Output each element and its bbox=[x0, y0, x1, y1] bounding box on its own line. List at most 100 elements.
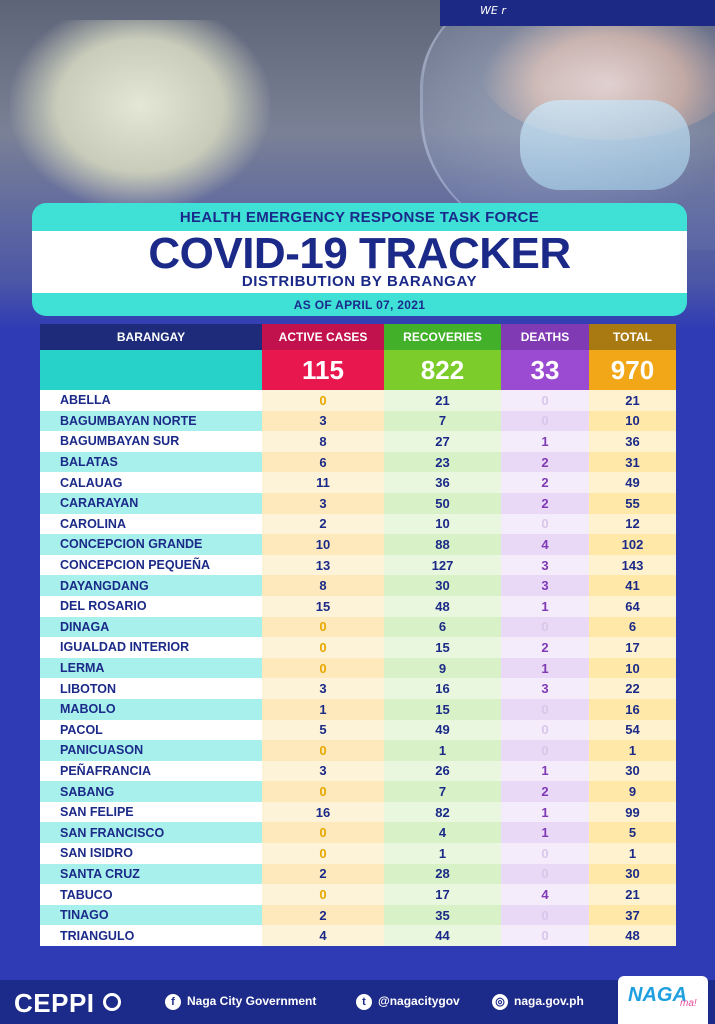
total-cell: 1 bbox=[589, 740, 676, 761]
total-cell: 12 bbox=[589, 513, 676, 535]
active-cases-cell: 13 bbox=[262, 554, 384, 576]
total-cases: 970 bbox=[589, 350, 676, 390]
table-row: DINAGA 0 6 0 6 bbox=[40, 616, 676, 638]
barangay-name-cell: SAN FELIPE bbox=[40, 801, 262, 823]
total-cell: 143 bbox=[589, 554, 676, 576]
barangay-name-cell: CONCEPCION GRANDE bbox=[40, 534, 262, 555]
active-cases-cell: 0 bbox=[262, 843, 384, 864]
recoveries-cell: 4 bbox=[384, 822, 501, 844]
barangay-name-cell: CARARAYAN bbox=[40, 492, 262, 514]
barangay-name-cell: BAGUMBAYAN SUR bbox=[40, 431, 262, 452]
barangay-name-cell: TINAGO bbox=[40, 904, 262, 926]
active-cases-cell: 3 bbox=[262, 678, 384, 699]
total-cell: 36 bbox=[589, 431, 676, 452]
headband: WE r bbox=[440, 0, 715, 26]
column-header-barangay: BARANGAY bbox=[40, 324, 262, 350]
ceppio-seal-icon bbox=[103, 993, 121, 1011]
total-cell: 49 bbox=[589, 472, 676, 493]
website-link[interactable]: naga.gov.ph bbox=[514, 994, 584, 1008]
barangay-name-cell: LIBOTON bbox=[40, 678, 262, 699]
deaths-cell: 4 bbox=[501, 534, 589, 555]
headband-text: WE r bbox=[480, 4, 506, 17]
recoveries-cell: 1 bbox=[384, 740, 501, 761]
barangay-name-cell: DINAGA bbox=[40, 616, 262, 638]
deaths-cell: 1 bbox=[501, 801, 589, 823]
total-cell: 21 bbox=[589, 390, 676, 411]
table-row: CONCEPCION GRANDE 10 88 4 102 bbox=[40, 534, 676, 555]
table-row: BALATAS 6 23 2 31 bbox=[40, 451, 676, 473]
facebook-link[interactable]: Naga City Government bbox=[187, 994, 317, 1008]
table-row: CONCEPCION PEQUEÑA 13 127 3 143 bbox=[40, 554, 676, 576]
recoveries-cell: 7 bbox=[384, 781, 501, 802]
table-row: PACOL 5 49 0 54 bbox=[40, 719, 676, 741]
active-cases-cell: 8 bbox=[262, 431, 384, 452]
recoveries-cell: 7 bbox=[384, 410, 501, 432]
recoveries-cell: 1 bbox=[384, 843, 501, 864]
table-row: PEÑAFRANCIA 3 26 1 30 bbox=[40, 760, 676, 782]
active-cases-cell: 15 bbox=[262, 595, 384, 617]
barangay-name-cell: DAYANGDANG bbox=[40, 575, 262, 596]
deaths-cell: 0 bbox=[501, 925, 589, 947]
column-header-active-cases: ACTIVE CASES bbox=[262, 324, 384, 350]
total-cell: 102 bbox=[589, 534, 676, 555]
active-cases-cell: 0 bbox=[262, 637, 384, 658]
total-cell: 17 bbox=[589, 637, 676, 658]
recoveries-cell: 88 bbox=[384, 534, 501, 555]
deaths-cell: 1 bbox=[501, 822, 589, 844]
table-row: DEL ROSARIO 15 48 1 64 bbox=[40, 595, 676, 617]
active-cases-cell: 16 bbox=[262, 801, 384, 823]
recoveries-cell: 50 bbox=[384, 492, 501, 514]
deaths-cell: 1 bbox=[501, 431, 589, 452]
deaths-cell: 3 bbox=[501, 678, 589, 699]
barangay-name-cell: ABELLA bbox=[40, 390, 262, 411]
barangay-name-cell: CAROLINA bbox=[40, 513, 262, 535]
active-cases-cell: 3 bbox=[262, 410, 384, 432]
recoveries-cell: 27 bbox=[384, 431, 501, 452]
barangay-name-cell: PACOL bbox=[40, 719, 262, 741]
barangay-name-cell: SANTA CRUZ bbox=[40, 863, 262, 885]
active-cases-cell: 4 bbox=[262, 925, 384, 947]
deaths-cell: 1 bbox=[501, 657, 589, 679]
active-cases-cell: 2 bbox=[262, 904, 384, 926]
table-row: TABUCO 0 17 4 21 bbox=[40, 884, 676, 905]
recoveries-cell: 28 bbox=[384, 863, 501, 885]
recoveries-cell: 127 bbox=[384, 554, 501, 576]
table-row: TRIANGULO 4 44 0 48 bbox=[40, 925, 676, 947]
total-cell: 99 bbox=[589, 801, 676, 823]
barangay-name-cell: PANICUASON bbox=[40, 740, 262, 761]
deaths-cell: 0 bbox=[501, 863, 589, 885]
table-header-row: BARANGAY ACTIVE CASES RECOVERIES DEATHS … bbox=[40, 324, 676, 350]
deaths-cell: 0 bbox=[501, 410, 589, 432]
globe-icon: ◎ bbox=[492, 994, 508, 1010]
barangay-name-cell: SABANG bbox=[40, 781, 262, 802]
org-banner: HEALTH EMERGENCY RESPONSE TASK FORCE bbox=[32, 203, 687, 231]
total-cell: 10 bbox=[589, 410, 676, 432]
barangay-name-cell: PEÑAFRANCIA bbox=[40, 760, 262, 782]
recoveries-cell: 82 bbox=[384, 801, 501, 823]
total-active-cases: 115 bbox=[262, 350, 384, 390]
total-cell: 10 bbox=[589, 657, 676, 679]
active-cases-cell: 1 bbox=[262, 698, 384, 720]
total-cell: 41 bbox=[589, 575, 676, 596]
twitter-link[interactable]: @nagacitygov bbox=[378, 994, 460, 1008]
active-cases-cell: 2 bbox=[262, 513, 384, 535]
table-row: SAN ISIDRO 0 1 0 1 bbox=[40, 843, 676, 864]
total-cell: 37 bbox=[589, 904, 676, 926]
deaths-cell: 1 bbox=[501, 760, 589, 782]
active-cases-cell: 0 bbox=[262, 884, 384, 905]
active-cases-cell: 0 bbox=[262, 822, 384, 844]
total-cell: 1 bbox=[589, 843, 676, 864]
active-cases-cell: 11 bbox=[262, 472, 384, 493]
table-row: DAYANGDANG 8 30 3 41 bbox=[40, 575, 676, 596]
recoveries-cell: 16 bbox=[384, 678, 501, 699]
total-cell: 5 bbox=[589, 822, 676, 844]
active-cases-cell: 10 bbox=[262, 534, 384, 555]
date-banner: AS OF APRIL 07, 2021 bbox=[32, 293, 687, 316]
active-cases-cell: 6 bbox=[262, 451, 384, 473]
barangay-name-cell: TABUCO bbox=[40, 884, 262, 905]
table-row: MABOLO 1 15 0 16 bbox=[40, 698, 676, 720]
page-subtitle: DISTRIBUTION BY BARANGAY bbox=[241, 273, 478, 290]
deaths-cell: 2 bbox=[501, 472, 589, 493]
org-name: HEALTH EMERGENCY RESPONSE TASK FORCE bbox=[179, 209, 540, 226]
total-cell: 64 bbox=[589, 595, 676, 617]
